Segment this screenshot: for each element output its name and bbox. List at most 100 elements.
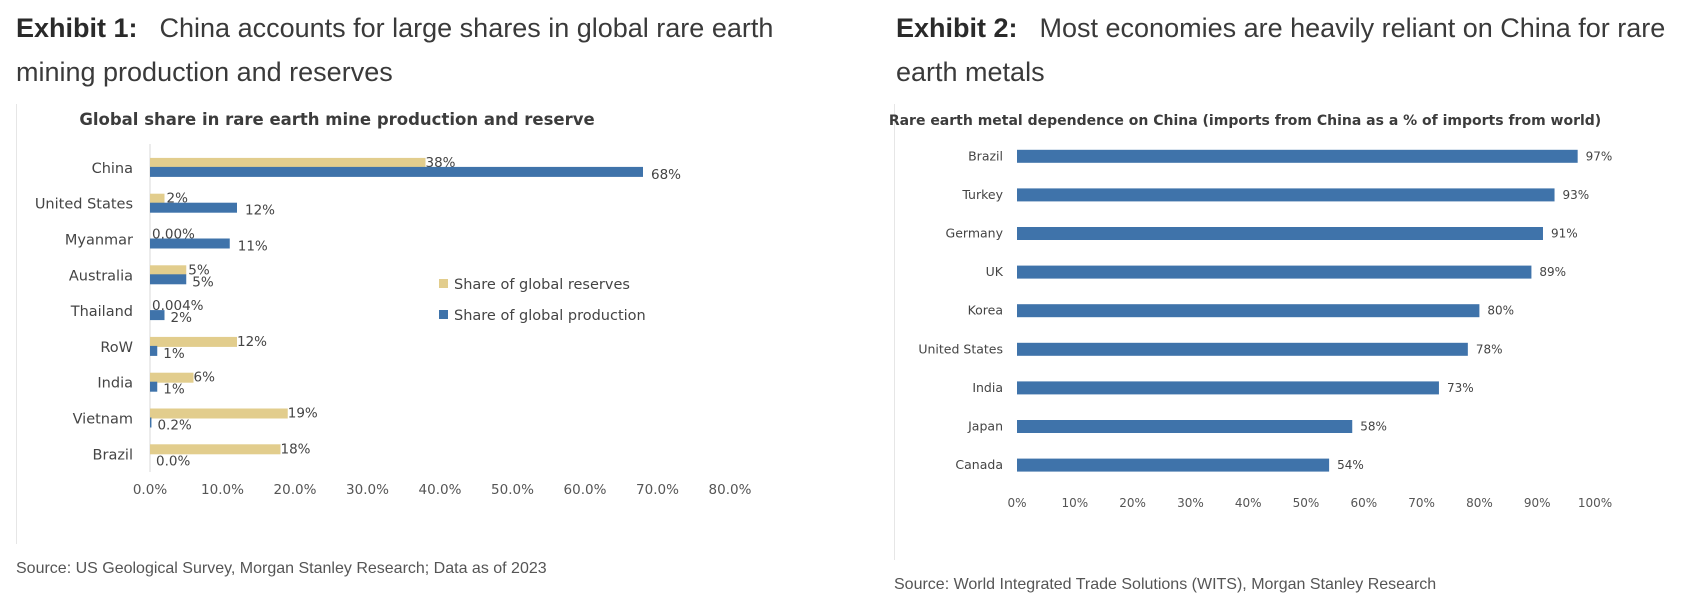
chart-1-bar-production	[150, 345, 158, 356]
chart-1-category-label: Brazil	[93, 447, 133, 463]
chart-1-x-tick-label: 0.0%	[133, 482, 167, 498]
chart-1-data-label-production: 0.2%	[157, 418, 191, 434]
chart-2-x-tick-label: 40%	[1235, 496, 1262, 510]
chart-1-x-tick-label: 50.0%	[491, 482, 534, 498]
chart-2-x-tick-label: 60%	[1350, 496, 1377, 510]
chart-1-legend-label-reserves: Share of global reserves	[454, 277, 630, 293]
chart-1-x-tick-label: 80.0%	[709, 482, 752, 498]
exhibit-1-title: China accounts for large shares in globa…	[16, 13, 774, 87]
chart-2-category-label: Turkey	[961, 187, 1003, 202]
chart-2-data-label: 89%	[1539, 265, 1566, 279]
chart-1-data-label-production: 1%	[163, 346, 185, 362]
chart-2-data-label: 97%	[1586, 149, 1613, 163]
chart-1: Global share in rare earth mine producti…	[35, 110, 752, 498]
chart-2-data-label: 91%	[1551, 227, 1578, 241]
chart-1-legend-swatch-reserves	[439, 279, 448, 288]
chart-1-category-label: Australia	[69, 268, 133, 284]
chart-1-x-tick-label: 20.0%	[274, 482, 317, 498]
chart-1-data-label-reserves: 12%	[237, 334, 267, 350]
chart-1-legend-swatch-production	[439, 310, 448, 319]
chart-1-data-label-production: 2%	[171, 310, 193, 326]
chart-1-bar-reserves	[150, 157, 426, 168]
exhibit-2-title: Most economies are heavily reliant on Ch…	[896, 13, 1666, 87]
chart-2-x-tick-label: 0%	[1007, 496, 1026, 510]
chart-1-x-tick-label: 70.0%	[636, 482, 679, 498]
chart-1-data-label-production: 5%	[192, 274, 214, 290]
chart-1-data-label-reserves: 18%	[281, 441, 311, 457]
chart-2-x-tick-label: 70%	[1408, 496, 1435, 510]
chart-2-bar	[1017, 420, 1353, 433]
chart-1-bar-reserves	[150, 372, 194, 383]
chart-2-x-tick-label: 20%	[1119, 496, 1146, 510]
chart-2-data-label: 58%	[1360, 420, 1387, 434]
chart-1-category-label: Myanmar	[65, 233, 133, 249]
chart-2-x-tick-label: 50%	[1293, 496, 1320, 510]
chart-2-x-tick-label: 30%	[1177, 496, 1204, 510]
chart-1-data-label-reserves: 5%	[188, 262, 210, 278]
chart-1-bar-production	[150, 417, 152, 428]
exhibit-1-label: Exhibit 1:	[16, 13, 138, 43]
chart-1-data-label-reserves: 6%	[194, 370, 216, 386]
chart-2-category-label: Brazil	[968, 148, 1003, 163]
chart-1-category-label: United States	[35, 197, 133, 213]
exhibit-2-source: Source: World Integrated Trade Solutions…	[894, 576, 1437, 593]
chart-2-bar	[1017, 188, 1555, 202]
chart-1-bar-reserves	[150, 265, 187, 276]
chart-1-legend-label-production: Share of global production	[454, 308, 646, 324]
chart-1-bar-production	[150, 238, 230, 249]
chart-1-category-label: China	[92, 161, 133, 177]
chart-1-data-label-reserves: 19%	[288, 406, 318, 422]
chart-2-bar	[1017, 304, 1480, 318]
chart-2-bar	[1017, 381, 1439, 395]
chart-2-bar	[1017, 227, 1543, 240]
chart-2-category-label: Japan	[967, 419, 1003, 434]
chart-1-data-label-production: 0.0%	[156, 453, 190, 469]
chart-2-x-tick-label: 10%	[1061, 496, 1088, 510]
chart-1-data-label-production: 68%	[651, 167, 681, 183]
chart-1-bar-production	[150, 166, 643, 177]
chart-2-data-label: 73%	[1447, 381, 1474, 395]
chart-2-category-label: Canada	[955, 457, 1003, 472]
exhibit-1-source: Source: US Geological Survey, Morgan Sta…	[16, 560, 547, 577]
chart-1-container: Global share in rare earth mine producti…	[16, 104, 817, 544]
chart-2-bar	[1017, 342, 1468, 356]
chart-1-category-label: India	[97, 376, 133, 392]
chart-1-category-label: Vietnam	[73, 412, 133, 428]
chart-2-category-label: Korea	[968, 303, 1003, 318]
chart-1-bar-production	[150, 274, 187, 285]
chart-2-data-label: 93%	[1563, 188, 1590, 202]
chart-2-category-label: India	[972, 380, 1003, 395]
chart-1-data-label-production: 1%	[163, 382, 185, 398]
chart-2-x-tick-label: 90%	[1524, 496, 1551, 510]
chart-1-bar-reserves	[150, 336, 237, 347]
chart-1-bar-reserves	[150, 193, 165, 204]
chart-2-category-label: UK	[986, 264, 1004, 279]
chart-1-data-label-production: 11%	[238, 239, 268, 255]
chart-1-x-tick-label: 40.0%	[419, 482, 462, 498]
chart-1-bar-production	[150, 310, 165, 321]
chart-2-data-label: 54%	[1337, 458, 1364, 472]
chart-1-category-label: RoW	[100, 340, 133, 356]
chart-2-container: Rare earth metal dependence on China (im…	[889, 104, 1695, 560]
chart-1-bar-production	[150, 381, 158, 392]
chart-2-data-label: 80%	[1487, 304, 1514, 318]
chart-2-title: Rare earth metal dependence on China (im…	[889, 113, 1601, 129]
chart-1-x-tick-label: 60.0%	[564, 482, 607, 498]
chart-1-category-label: Thailand	[70, 304, 133, 320]
chart-2-x-tick-label: 100%	[1578, 496, 1612, 510]
chart-1-data-label-reserves: 0.004%	[152, 298, 204, 314]
exhibit-1-heading: Exhibit 1: China accounts for large share…	[16, 6, 836, 94]
chart-2: Rare earth metal dependence on China (im…	[889, 113, 1613, 510]
chart-2-category-label: Germany	[946, 226, 1004, 241]
chart-2-bar	[1017, 458, 1330, 472]
exhibit-2-heading: Exhibit 2: Most economies are heavily rel…	[896, 6, 1703, 94]
chart-1-data-label-production: 12%	[245, 203, 275, 219]
exhibit-2-label: Exhibit 2:	[896, 13, 1018, 43]
chart-1-title: Global share in rare earth mine producti…	[79, 110, 594, 129]
chart-1-bar-reserves	[150, 408, 288, 419]
chart-1-x-tick-label: 10.0%	[201, 482, 244, 498]
chart-2-category-label: United States	[918, 341, 1003, 356]
chart-1-data-label-reserves: 38%	[426, 155, 456, 171]
chart-2-data-label: 78%	[1476, 342, 1503, 356]
chart-1-bar-production	[150, 202, 237, 213]
